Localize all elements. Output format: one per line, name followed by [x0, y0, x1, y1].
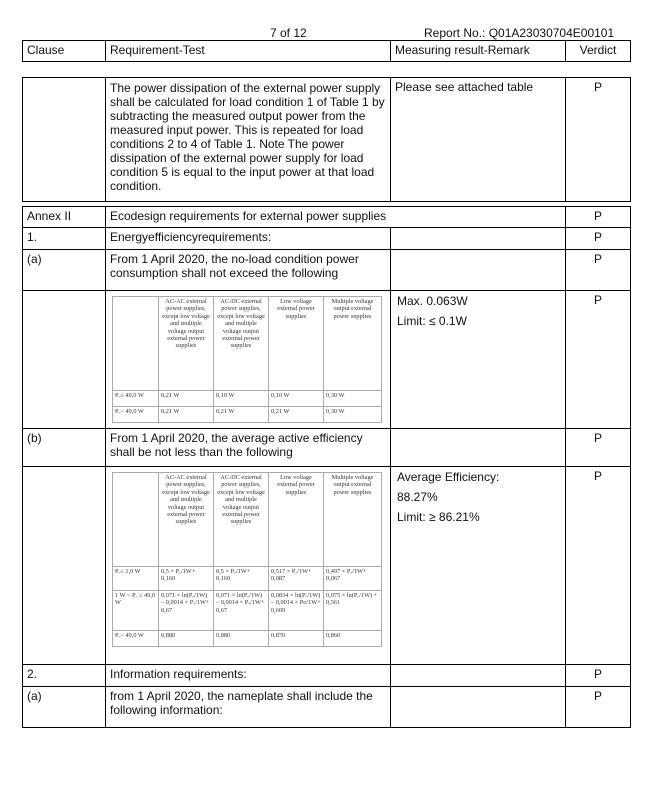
row-2a: (a) from 1 April 2020, the nameplate sha… — [22, 686, 631, 728]
inner-header: AC-AC external power supplies, except lo… — [158, 472, 214, 567]
requirement-text: Ecodesign requirements for external powe… — [105, 206, 566, 228]
measured-value: Max. 0.063W — [397, 294, 468, 308]
inner-header: AC-DC external power supplies, except lo… — [213, 296, 269, 391]
block1-table: The power dissipation of the external po… — [22, 77, 631, 202]
verdict: P — [565, 77, 631, 202]
verdict: P — [565, 664, 631, 687]
header-table: Clause Requirement-Test Measuring result… — [22, 40, 631, 62]
inner-header: Low voltage external power supplies — [268, 472, 324, 567]
inner-cell: 0,071 × ln(Pₒ/1W) – 0,0014 × Pₒ/1W+ 0,67 — [213, 590, 269, 631]
row-1: 1. Energyefficiencyrequirements: P — [22, 227, 631, 250]
efficiency-table: AC-AC external power supplies, except lo… — [112, 472, 382, 647]
inner-header — [112, 296, 159, 391]
inner-cell: 0,30 W — [323, 406, 382, 423]
inner-cell: 0,5 × Pₒ/1W+ 0,160 — [158, 566, 214, 591]
row-b: (b) From 1 April 2020, the average activ… — [22, 428, 631, 467]
inner-row: Pₒ≤ 1,0 W 0,5 × Pₒ/1W+ 0,160 0,5 × Pₒ/1W+ … — [112, 566, 382, 591]
inner-cell: 0,075 × ln(Pₒ/1W) + 0,561 — [323, 590, 382, 631]
remark-cell — [390, 664, 566, 687]
clause-cell: 1. — [22, 227, 106, 250]
inner-header: AC-DC external power supplies, except lo… — [213, 472, 269, 567]
inner-cell: 0,5 × Pₒ/1W+ 0,160 — [213, 566, 269, 591]
measured-value: 88.27% — [397, 490, 438, 504]
inner-cell: 0,21 W — [158, 406, 214, 423]
row-b-table: AC-AC external power supplies, except lo… — [22, 466, 631, 665]
inner-cell: Pₒ> 49,0 W — [112, 406, 159, 423]
remark-cell: Average Efficiency: 88.27% Limit: ≥ 86.2… — [390, 466, 566, 665]
inner-header: Multiple voltage output external power s… — [323, 472, 382, 567]
inner-row: Pₒ≤ 49,0 W 0,21 W 0,10 W 0,10 W 0,30 W — [112, 390, 382, 407]
requirement-text: Energyefficiencyrequirements: — [105, 227, 391, 250]
inner-cell: Pₒ> 49,0 W — [112, 630, 159, 647]
col-verdict: Verdict — [565, 40, 631, 62]
inner-cell: 0,21 W — [213, 406, 269, 423]
inner-row: 1 W < Pₒ ≤ 49,0 W 0,071 × ln(Pₒ/1W) – 0,0… — [112, 590, 382, 631]
col-requirement: Requirement-Test — [105, 40, 391, 62]
inner-cell: 0,870 — [268, 630, 324, 647]
clause-cell: (b) — [22, 428, 106, 467]
verdict: P — [565, 290, 631, 429]
inner-cell: 0,21 W — [268, 406, 324, 423]
inner-cell: 0,880 — [158, 630, 214, 647]
inner-cell: 0,071 × ln(Pₒ/1W) – 0,0014 × Pₒ/1W+ 0,67 — [158, 590, 214, 631]
limit-value: Limit: ≥ 86.21% — [397, 510, 480, 524]
inner-cell: 0,10 W — [213, 390, 269, 407]
col-remark: Measuring result-Remark — [390, 40, 566, 62]
remark-cell — [390, 686, 566, 728]
inner-header: Multiple voltage output external power s… — [323, 296, 382, 391]
col-clause: Clause — [22, 40, 106, 62]
verdict: P — [565, 686, 631, 728]
inner-header: AC-AC external power supplies, except lo… — [158, 296, 214, 391]
row-annex: Annex II Ecodesign requirements for exte… — [22, 206, 631, 228]
clause-cell — [22, 466, 106, 665]
clause-cell — [22, 290, 106, 429]
inner-cell: 0,880 — [213, 630, 269, 647]
row-a-table: AC-AC external power supplies, except lo… — [22, 290, 631, 429]
inner-cell: 0,497 × Pₒ/1W+ 0,067 — [323, 566, 382, 591]
efficiency-label: Average Efficiency: — [397, 470, 500, 484]
inner-cell: 1 W < Pₒ ≤ 49,0 W — [112, 590, 159, 631]
remark-cell — [390, 428, 566, 467]
inner-cell: 0,21 W — [158, 390, 214, 407]
verdict: P — [565, 466, 631, 665]
inner-header: Low voltage external power supplies — [268, 296, 324, 391]
remark-cell — [390, 227, 566, 250]
inner-cell: Pₒ≤ 1,0 W — [112, 566, 159, 591]
inner-cell: Pₒ≤ 49,0 W — [112, 390, 159, 407]
remark-cell: Max. 0.063W Limit: ≤ 0.1W — [390, 290, 566, 429]
verdict: P — [565, 206, 631, 228]
inner-cell: 0,10 W — [268, 390, 324, 407]
page-number: 7 of 12 — [270, 26, 307, 40]
requirement-text: The power dissipation of the external po… — [105, 77, 391, 202]
clause-cell — [22, 77, 106, 202]
requirement-text: From 1 April 2020, the average active ef… — [105, 428, 391, 467]
row-a: (a) From 1 April 2020, the no-load condi… — [22, 249, 631, 291]
remark-text: Please see attached table — [390, 77, 566, 202]
row-2: 2. Information requirements: P — [22, 664, 631, 687]
verdict: P — [565, 227, 631, 250]
requirement-text: from 1 April 2020, the nameplate shall i… — [105, 686, 391, 728]
verdict: P — [565, 249, 631, 291]
inner-row: Pₒ> 49,0 W 0,21 W 0,21 W 0,21 W 0,30 W — [112, 406, 382, 423]
requirement-text: From 1 April 2020, the no-load condition… — [105, 249, 391, 291]
inner-cell: 0,0834 × ln(Pₒ/1W) – 0,0014 × Po/1W+ 0,6… — [268, 590, 324, 631]
clause-cell: 2. — [22, 664, 106, 687]
requirement-text: Information requirements: — [105, 664, 391, 687]
annex-table: Annex II Ecodesign requirements for exte… — [22, 206, 631, 728]
inner-cell: 0,30 W — [323, 390, 382, 407]
clause-cell: (a) — [22, 249, 106, 291]
inner-row: Pₒ> 49,0 W 0,880 0,880 0,870 0,860 — [112, 630, 382, 647]
inner-cell: 0,517 × Pₒ/1W+ 0,087 — [268, 566, 324, 591]
clause-cell: (a) — [22, 686, 106, 728]
no-load-table: AC-AC external power supplies, except lo… — [112, 296, 382, 423]
remark-cell — [390, 249, 566, 291]
verdict: P — [565, 428, 631, 467]
clause-cell: Annex II — [22, 206, 106, 228]
report-number: Report No.: Q01A23030704E00101 — [424, 26, 615, 40]
limit-value: Limit: ≤ 0.1W — [397, 314, 467, 328]
inner-cell: 0,860 — [323, 630, 382, 647]
inner-header — [112, 472, 159, 567]
